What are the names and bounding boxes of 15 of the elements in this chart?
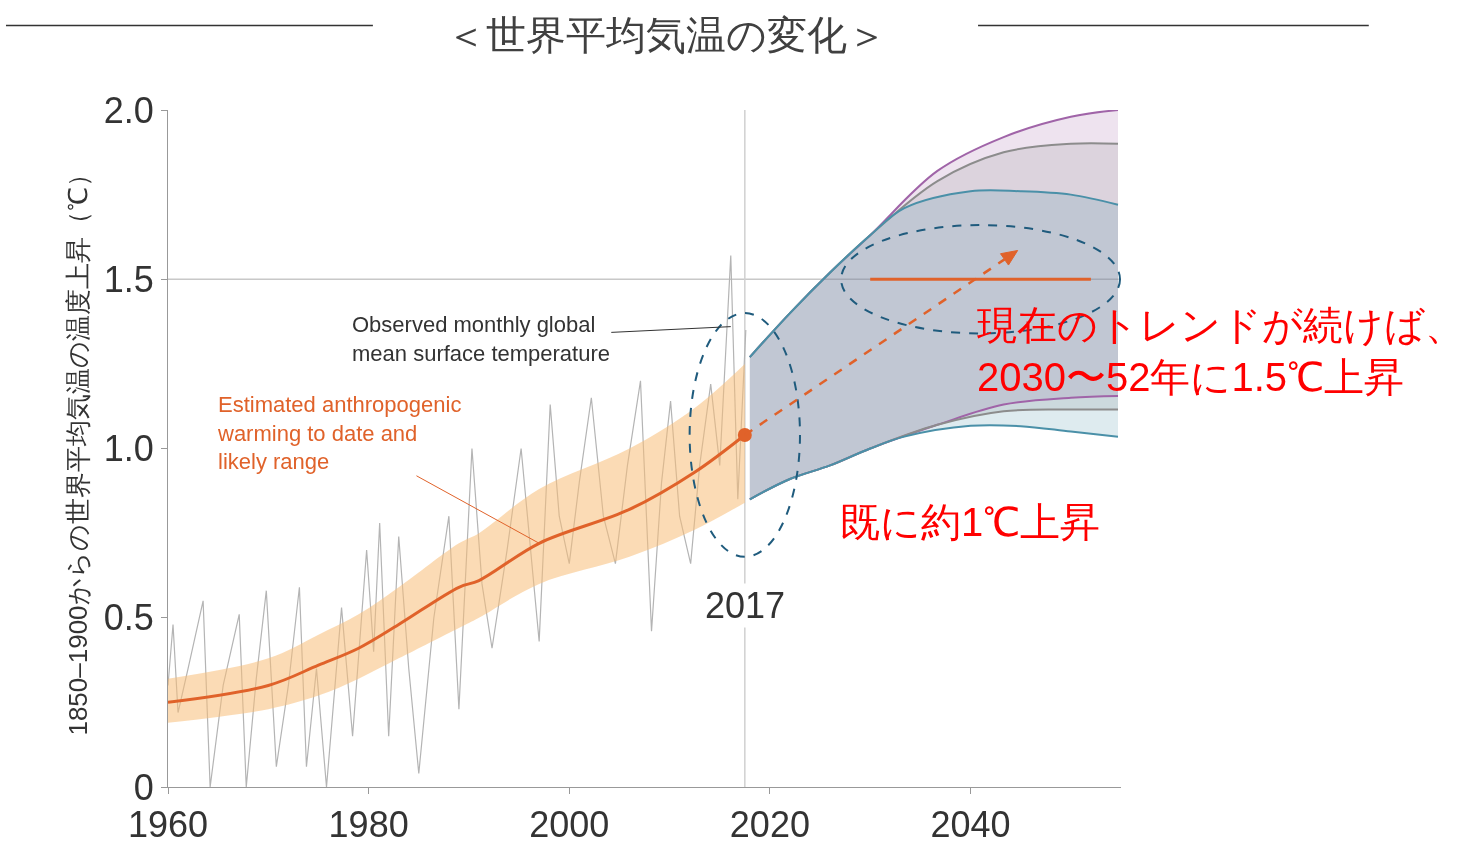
y-tick-label: 0.5 xyxy=(103,597,154,639)
annotation: 現在のトレンドが続けば、 2030〜52年に1.5℃上昇 xyxy=(977,303,1465,399)
y-tick-label: 1.0 xyxy=(103,428,154,470)
y-axis-title: 1850–1900からの世界平均気温の温度上昇（℃） xyxy=(63,161,94,736)
annotation: Observed monthly global mean surface temperature xyxy=(352,312,611,366)
x-tick-label: 2040 xyxy=(930,804,1011,846)
ref-line-label: 2017 xyxy=(705,585,786,626)
annotation: Estimated anthropogenic warming to date and likely range xyxy=(217,392,462,475)
y-tick-label: 2.0 xyxy=(103,89,154,131)
annotation: 既に約1℃上昇 xyxy=(840,500,1101,544)
y-tick-label: 1.5 xyxy=(103,258,154,300)
x-tick-label: 2020 xyxy=(729,804,810,846)
chart-title: ＜世界平均気温の変化＞ xyxy=(446,13,888,58)
x-tick-label: 2000 xyxy=(529,804,610,846)
x-tick-label: 1980 xyxy=(328,804,409,846)
